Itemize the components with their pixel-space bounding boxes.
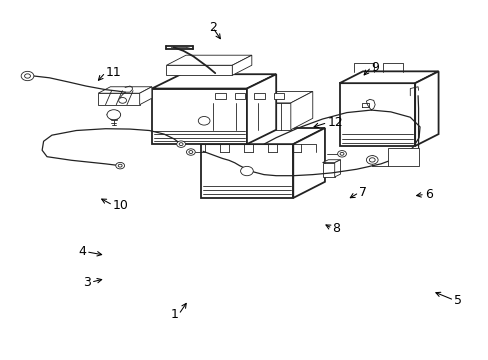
- Circle shape: [118, 164, 122, 167]
- Bar: [273, 93, 284, 99]
- Bar: [254, 93, 264, 99]
- Circle shape: [339, 152, 343, 155]
- Polygon shape: [98, 93, 140, 105]
- Circle shape: [119, 98, 126, 103]
- Polygon shape: [339, 71, 438, 83]
- Polygon shape: [166, 65, 232, 75]
- Circle shape: [21, 71, 34, 81]
- Circle shape: [188, 150, 192, 153]
- Polygon shape: [334, 160, 340, 177]
- Polygon shape: [203, 103, 290, 130]
- Polygon shape: [98, 87, 152, 93]
- Circle shape: [240, 166, 253, 176]
- Circle shape: [368, 158, 374, 162]
- Text: 2: 2: [208, 21, 216, 34]
- Text: 10: 10: [113, 199, 128, 212]
- Circle shape: [107, 110, 121, 120]
- Polygon shape: [203, 91, 312, 103]
- Polygon shape: [232, 55, 251, 75]
- Text: 7: 7: [358, 186, 366, 199]
- Text: 1: 1: [170, 308, 178, 321]
- Bar: [215, 93, 225, 99]
- Polygon shape: [140, 87, 152, 105]
- Polygon shape: [200, 128, 325, 144]
- Circle shape: [176, 141, 185, 147]
- Text: 4: 4: [78, 245, 86, 258]
- Bar: [234, 93, 245, 99]
- Text: 12: 12: [327, 116, 343, 129]
- Bar: [387, 148, 418, 166]
- Circle shape: [337, 150, 346, 157]
- Polygon shape: [322, 160, 340, 163]
- Polygon shape: [152, 74, 276, 89]
- Polygon shape: [414, 71, 438, 146]
- Circle shape: [179, 143, 183, 145]
- Text: 5: 5: [453, 294, 461, 307]
- Text: 9: 9: [370, 60, 378, 73]
- Polygon shape: [246, 74, 276, 144]
- Circle shape: [186, 149, 195, 155]
- Polygon shape: [152, 89, 246, 144]
- Text: 8: 8: [331, 222, 340, 235]
- Text: 6: 6: [424, 188, 432, 201]
- Circle shape: [198, 117, 209, 125]
- Polygon shape: [339, 83, 414, 146]
- Polygon shape: [293, 128, 325, 198]
- Text: 3: 3: [83, 276, 91, 289]
- Polygon shape: [290, 91, 312, 130]
- Circle shape: [366, 156, 377, 164]
- Text: 11: 11: [105, 66, 121, 79]
- Polygon shape: [200, 144, 293, 198]
- Circle shape: [116, 162, 124, 169]
- Polygon shape: [322, 163, 334, 177]
- Circle shape: [24, 74, 30, 78]
- Polygon shape: [166, 55, 251, 65]
